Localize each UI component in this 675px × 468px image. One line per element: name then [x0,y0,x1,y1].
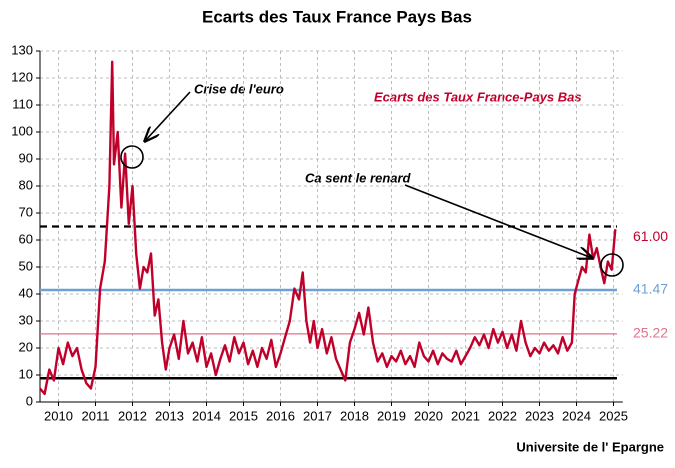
y-tick-label: 70 [19,204,33,219]
x-tick-label: 2020 [414,408,443,423]
x-tick-label: 2015 [229,408,258,423]
y-tick-label: 30 [19,312,33,327]
annotation: Ca sent le renard [305,170,412,185]
y-tick-label: 60 [19,231,33,246]
y-tick-label: 50 [19,258,33,273]
x-tick-label: 2018 [340,408,369,423]
last-value-label: 61.00 [633,228,668,244]
legend-entry: Ecarts des Taux France-Pays Bas [374,89,582,104]
annotation: Crise de l'euro [194,81,284,96]
y-tick-label: 0 [26,393,33,408]
x-tick-label: 2017 [303,408,332,423]
x-tick-label: 2010 [44,408,73,423]
reference-label: 41.47 [633,281,668,297]
source: Universite de l' Epargne [516,439,664,454]
x-tick-label: 2025 [599,408,628,423]
highlight-circle [120,145,144,169]
plot-area: 0 10 20 30 40 50 60 70 80 90 100 110 120 130 2010 2011 2… [11,42,668,423]
y-tick-label: 20 [19,339,33,354]
y-tick-label: 90 [19,150,33,165]
y-tick-label: 130 [11,42,33,57]
data-line [39,60,617,396]
x-tick-label: 2021 [451,408,480,423]
chart-title: Ecarts des Taux France Pays Bas [202,7,472,26]
x-tick-label: 2024 [562,408,591,423]
y-tick-label: 10 [19,366,33,381]
annotation-shapes [120,91,624,277]
reference-label: 25.22 [633,325,668,341]
x-tick-label: 2023 [525,408,554,423]
y-tick-label: 110 [12,96,33,111]
x-tick-label: 2022 [488,408,517,423]
y-tick-label: 40 [19,285,33,300]
highlight-circle [600,253,624,277]
x-tick-label: 2019 [377,408,406,423]
x-tick-label: 2011 [82,408,110,423]
x-tick-label: 2014 [192,408,221,423]
y-tick-label: 100 [11,123,33,138]
arrow [404,184,592,258]
x-tick-label: 2016 [266,408,295,423]
arrow [145,91,191,141]
y-tick-label: 80 [19,177,33,192]
x-tick-label: 2013 [155,408,184,423]
y-tick-label: 120 [11,69,33,84]
x-tick-label: 2012 [118,408,147,423]
